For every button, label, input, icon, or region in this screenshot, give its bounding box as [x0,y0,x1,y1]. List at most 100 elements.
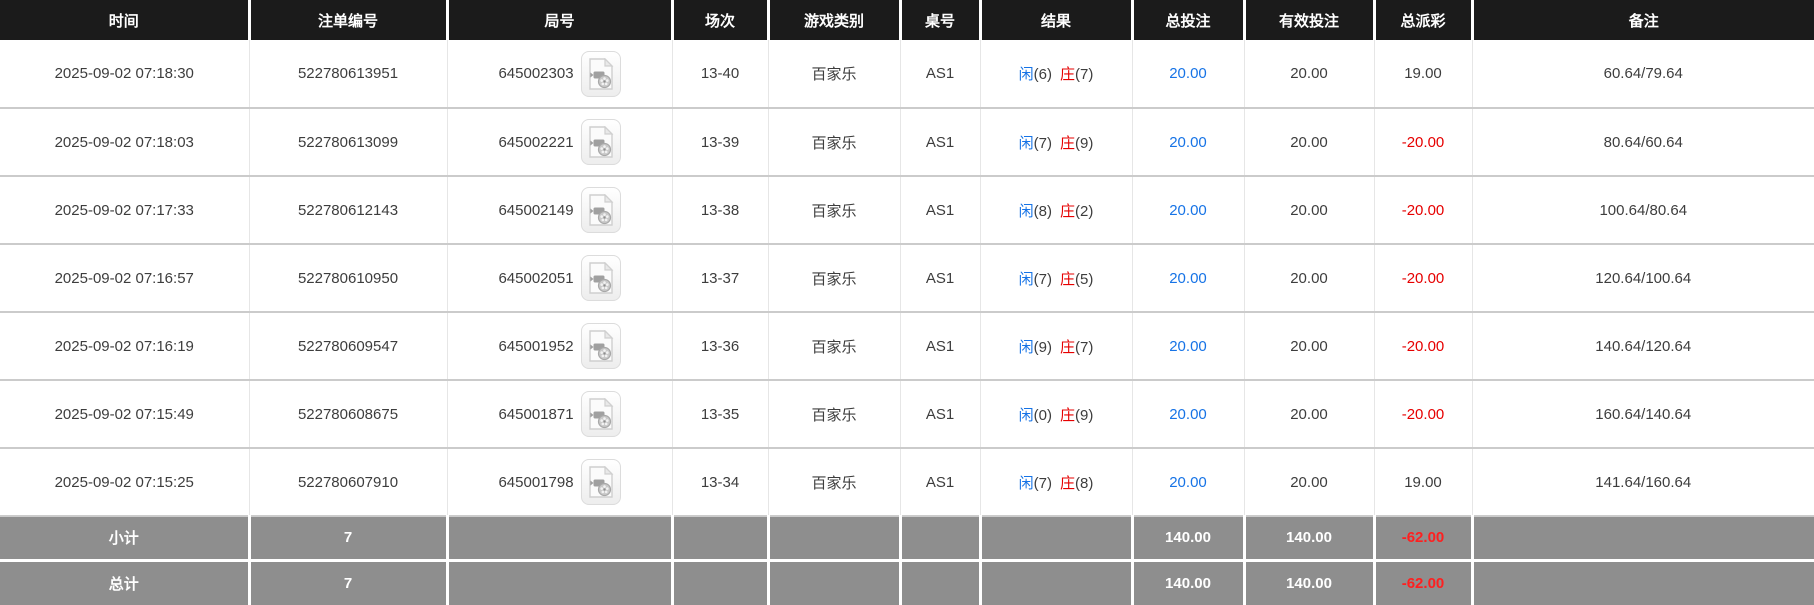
result-player-label: 闲 [1018,338,1034,356]
subtotal-empty-cell [980,516,1134,562]
valid-bet-cell: 20.00 [1244,448,1375,517]
total-row: 总计 7 140.00 140.00 -62.00 [0,560,1814,605]
total-bet-link[interactable]: 20.00 [1169,473,1207,491]
payout-cell: -20.00 [1374,108,1473,177]
total-bet-link[interactable]: 20.00 [1169,133,1207,151]
round-no-cell: 645001952 [447,312,673,381]
total-bet-link[interactable]: 20.00 [1169,269,1207,287]
total-bet-cell: 20.00 [1132,312,1245,381]
video-document-glyph [588,330,613,362]
video-document-glyph [588,194,613,226]
round-no-text: 645002303 [498,65,574,82]
round-no-cell: 645002303 [447,40,673,109]
round-no-text: 645001798 [498,473,574,491]
total-bet-link[interactable]: 20.00 [1169,65,1207,82]
round-no-cell: 645001798 [447,448,673,517]
result-player-points: (7) [1033,474,1052,492]
result-banker-label: 庄 [1060,406,1076,424]
remark-cell: 60.64/79.64 [1472,40,1814,109]
bet-record-row: 2025-09-02 07:18:30 522780613951 6450023… [0,40,1814,109]
result-player-label: 闲 [1018,66,1034,83]
total-bet-cell: 20.00 [1132,176,1245,245]
subtotal-empty-cell [900,516,982,562]
total-payout: -62.00 [1374,560,1474,605]
column-header-time: 时间 [0,0,251,40]
round-no-cell: 645002051 [447,244,673,313]
column-header-result: 结果 [980,0,1134,40]
result-cell: 闲(7) 庄(5) [980,244,1133,313]
video-replay-icon[interactable] [580,255,621,301]
round-no-cell: 645002221 [447,108,673,177]
valid-bet-cell: 20.00 [1244,380,1375,449]
column-header-round-no: 局号 [447,0,674,40]
column-header-remark: 备注 [1472,0,1814,40]
column-header-payout: 总派彩 [1374,0,1474,40]
table-header: 时间 注单编号 局号 场次 游戏类别 桌号 结果 总投注 有效投注 总派彩 备注 [0,0,1814,40]
table-no-cell: AS1 [900,40,981,109]
total-bet-cell: 20.00 [1132,380,1245,449]
video-document-glyph [588,57,613,90]
total-bet-link[interactable]: 20.00 [1169,337,1207,355]
valid-bet-cell: 20.00 [1244,312,1375,381]
session-cell: 13-38 [672,176,769,245]
result-banker-label: 庄 [1060,202,1076,220]
result-player-points: (0) [1033,406,1052,424]
video-replay-icon[interactable] [580,459,621,505]
result-player-points: (8) [1033,202,1052,220]
total-empty-cell [980,560,1134,605]
round-no-text: 645002051 [498,269,574,287]
total-empty-cell [900,560,982,605]
total-bet-link[interactable]: 20.00 [1169,201,1207,219]
video-replay-icon[interactable] [580,323,621,369]
video-document-glyph [588,262,613,294]
remark-cell: 160.64/140.64 [1472,380,1814,449]
bet-record-row: 2025-09-02 07:15:49 522780608675 6450018… [0,380,1814,449]
total-total-bet: 140.00 [1132,560,1246,605]
subtotal-empty-cell [768,516,902,562]
column-header-bet-no: 注单编号 [249,0,449,40]
result-banker-points: (2) [1075,202,1094,220]
subtotal-valid-bet: 140.00 [1244,516,1376,562]
result-player-label: 闲 [1018,134,1034,152]
result-banker-label: 庄 [1060,134,1076,152]
round-no-text: 645001952 [498,337,574,355]
subtotal-count: 7 [249,516,449,562]
video-document-glyph [588,398,613,430]
time-cell: 2025-09-02 07:16:19 [0,312,250,381]
video-replay-icon[interactable] [580,50,621,97]
column-header-table-no: 桌号 [900,0,982,40]
result-banker-points: (9) [1075,134,1094,152]
round-no-text: 645001871 [498,405,574,423]
result-banker-points: (7) [1075,338,1094,356]
game-type-cell: 百家乐 [768,312,901,381]
payout-cell: 19.00 [1374,448,1473,517]
result-player-label: 闲 [1018,270,1034,288]
total-bet-link[interactable]: 20.00 [1169,405,1207,423]
total-bet-cell: 20.00 [1132,40,1245,109]
round-no-cell: 645001871 [447,380,673,449]
subtotal-empty-cell [447,516,674,562]
video-replay-icon[interactable] [580,391,621,437]
subtotal-payout: -62.00 [1374,516,1474,562]
video-replay-icon[interactable] [580,187,621,233]
result-banker-points: (5) [1075,270,1094,288]
subtotal-total-bet: 140.00 [1132,516,1246,562]
total-bet-cell: 20.00 [1132,448,1245,517]
total-empty-cell [1472,560,1814,605]
result-banker-points: (8) [1075,474,1094,492]
video-replay-icon[interactable] [580,119,621,165]
valid-bet-cell: 20.00 [1244,244,1375,313]
bet-record-row: 2025-09-02 07:18:03 522780613099 6450022… [0,108,1814,177]
result-banker-label: 庄 [1060,270,1076,288]
remark-cell: 140.64/120.64 [1472,312,1814,381]
payout-cell: -20.00 [1374,244,1473,313]
result-cell: 闲(7) 庄(9) [980,108,1133,177]
remark-cell: 120.64/100.64 [1472,244,1814,313]
time-cell: 2025-09-02 07:15:25 [0,448,250,517]
bet-record-row: 2025-09-02 07:16:19 522780609547 6450019… [0,312,1814,381]
result-banker-points: (9) [1075,406,1094,424]
game-type-cell: 百家乐 [768,176,901,245]
video-document-glyph [588,466,613,498]
session-cell: 13-36 [672,312,769,381]
